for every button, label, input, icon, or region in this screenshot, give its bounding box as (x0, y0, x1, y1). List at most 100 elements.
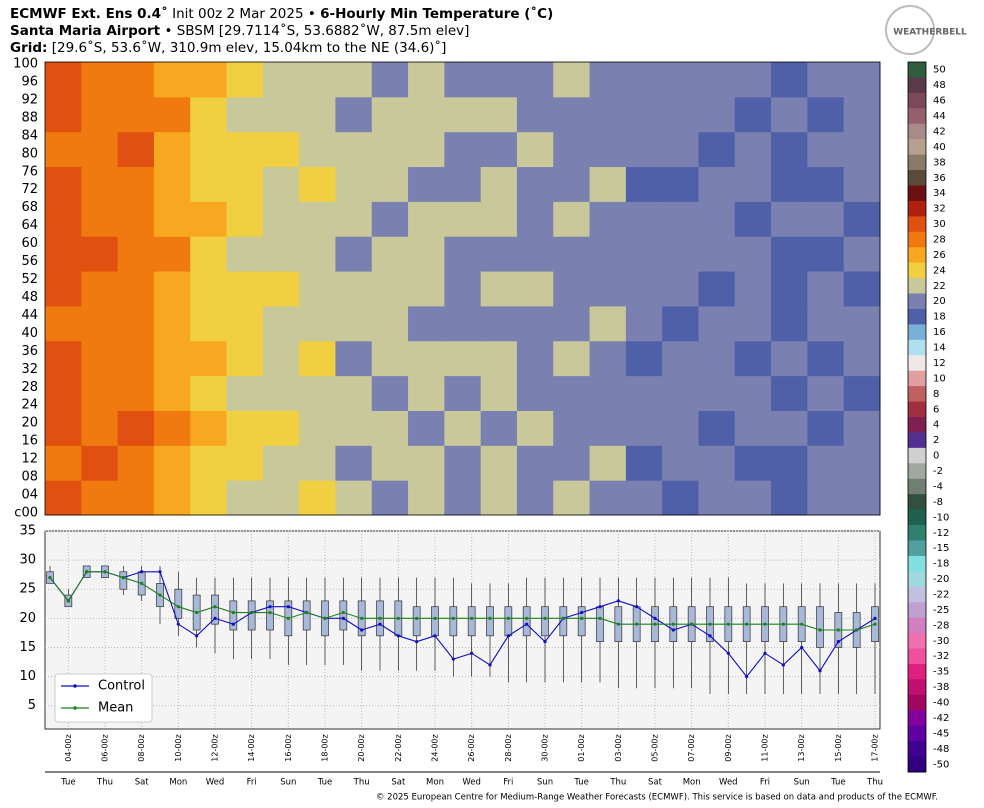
point (451, 657, 455, 661)
heat-cell (553, 480, 591, 516)
point (470, 616, 474, 620)
colorbar-label: -40 (933, 698, 949, 709)
colorbar-label: 34 (933, 188, 946, 199)
heat-cell (480, 131, 518, 168)
heat-cell (45, 340, 82, 377)
heat-cell (843, 480, 881, 516)
heat-cell (698, 271, 736, 307)
heat-cell (153, 445, 191, 481)
legend-marker (73, 706, 77, 710)
point (543, 616, 547, 620)
point (231, 622, 235, 626)
point (323, 616, 327, 620)
point (451, 616, 455, 620)
heat-cell (807, 410, 845, 446)
variable: 6-Hourly Min Temperature (˚C) (320, 6, 554, 22)
heat-cell (299, 340, 336, 377)
heat-cell (480, 236, 518, 272)
heat-cell (335, 131, 373, 168)
colorbar-swatch (908, 386, 926, 403)
colorbar-swatch (908, 710, 926, 727)
heat-cell (190, 305, 228, 342)
heat-cell (625, 62, 663, 98)
point (470, 651, 474, 655)
heat-cell (734, 201, 772, 237)
heat-cell (553, 305, 591, 342)
heat-cell (843, 340, 881, 377)
member-label: 84 (21, 128, 38, 143)
colorbar-label: -20 (933, 574, 949, 585)
x-tick-label: 05-00z (651, 734, 660, 761)
heat-cell (81, 340, 119, 377)
point (48, 575, 52, 580)
heat-cell (698, 480, 736, 516)
heat-cell (771, 236, 808, 272)
weekday-label: Sat (391, 778, 406, 788)
point (433, 634, 437, 638)
point (855, 628, 859, 632)
colorbar-label: -2 (933, 466, 943, 477)
heat-cell (807, 62, 845, 98)
colorbar-label: 46 (933, 96, 946, 107)
heat-cell (444, 445, 482, 481)
heat-cell (843, 62, 881, 98)
heat-cell (589, 236, 627, 272)
colorbar-swatch (908, 308, 926, 325)
heat-cell (480, 305, 518, 342)
point (158, 570, 162, 574)
heat-cell (516, 96, 554, 133)
box (412, 606, 421, 637)
heat-cell (625, 96, 663, 133)
x-tick-label: 15-00z (834, 734, 843, 761)
colorbar-swatch (908, 617, 926, 634)
heat-cell (335, 305, 373, 342)
heat-cell (444, 96, 482, 133)
colorbar-swatch (908, 401, 926, 418)
y-tick-label: 15 (19, 640, 36, 655)
heat-cell (516, 131, 554, 168)
heat-cell (335, 271, 373, 307)
heat-cell (480, 480, 518, 516)
heat-cell (771, 201, 808, 237)
heat-cell (771, 480, 808, 516)
heat-cell (45, 445, 82, 481)
heat-cell (698, 96, 736, 133)
heat-cell (843, 201, 881, 237)
point (433, 616, 437, 620)
heat-cell (190, 236, 228, 272)
heat-cell (771, 305, 808, 342)
box (596, 606, 604, 642)
point (763, 651, 767, 655)
colorbar-label: -42 (933, 713, 949, 724)
member-label: 48 (21, 290, 38, 305)
colorbar-label: -48 (933, 744, 949, 755)
colorbar-swatch (908, 324, 926, 341)
heat-cell (589, 305, 627, 342)
point (213, 605, 217, 609)
heat-cell (190, 96, 228, 133)
weekday-label: Thu (96, 778, 113, 788)
heat-cell (117, 375, 155, 411)
heat-cell (444, 166, 482, 202)
heat-cell (262, 375, 300, 411)
colorbar-label: 8 (933, 389, 939, 400)
heat-cell (371, 62, 409, 98)
heat-cell (771, 96, 808, 133)
heat-cell (81, 271, 119, 307)
heat-cell (444, 271, 482, 307)
heat-cell (335, 445, 373, 481)
heat-cell (262, 340, 300, 377)
heat-cell (371, 166, 409, 202)
heat-cell (843, 96, 881, 133)
heat-cell (81, 410, 119, 446)
heat-cell (153, 340, 191, 377)
x-tick-label: 10-00z (174, 734, 183, 761)
heat-cell (553, 271, 591, 307)
heat-cell (698, 201, 736, 237)
heat-cell (190, 201, 228, 237)
point (635, 605, 639, 609)
x-tick-label: 03-00z (614, 734, 623, 761)
colorbar-swatch (908, 77, 926, 94)
colorbar-swatch (908, 648, 926, 665)
heat-cell (408, 271, 445, 307)
